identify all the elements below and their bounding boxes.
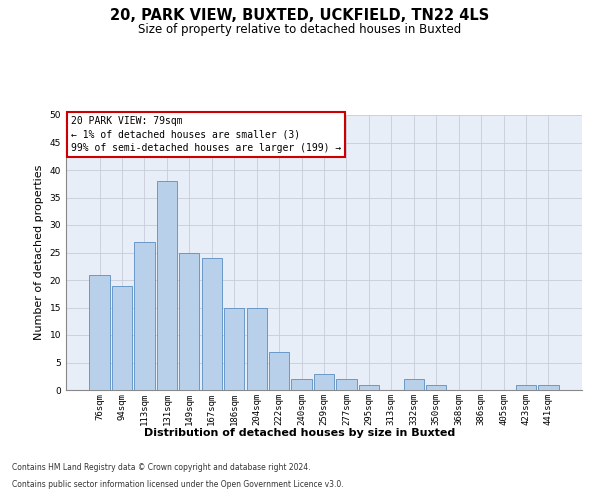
Text: 20, PARK VIEW, BUXTED, UCKFIELD, TN22 4LS: 20, PARK VIEW, BUXTED, UCKFIELD, TN22 4L… xyxy=(110,8,490,22)
Bar xyxy=(157,181,177,390)
Bar xyxy=(404,379,424,390)
Bar xyxy=(269,352,289,390)
Bar xyxy=(89,274,110,390)
Text: Distribution of detached houses by size in Buxted: Distribution of detached houses by size … xyxy=(145,428,455,438)
Y-axis label: Number of detached properties: Number of detached properties xyxy=(34,165,44,340)
Bar xyxy=(134,242,155,390)
Bar xyxy=(516,384,536,390)
Bar xyxy=(247,308,267,390)
Bar xyxy=(426,384,446,390)
Bar xyxy=(224,308,244,390)
Bar xyxy=(314,374,334,390)
Bar xyxy=(292,379,311,390)
Bar xyxy=(179,252,199,390)
Text: Contains public sector information licensed under the Open Government Licence v3: Contains public sector information licen… xyxy=(12,480,344,489)
Bar xyxy=(359,384,379,390)
Bar xyxy=(337,379,356,390)
Bar xyxy=(538,384,559,390)
Bar xyxy=(112,286,132,390)
Bar xyxy=(202,258,222,390)
Text: 20 PARK VIEW: 79sqm
← 1% of detached houses are smaller (3)
99% of semi-detached: 20 PARK VIEW: 79sqm ← 1% of detached hou… xyxy=(71,116,341,153)
Text: Size of property relative to detached houses in Buxted: Size of property relative to detached ho… xyxy=(139,22,461,36)
Text: Contains HM Land Registry data © Crown copyright and database right 2024.: Contains HM Land Registry data © Crown c… xyxy=(12,464,311,472)
